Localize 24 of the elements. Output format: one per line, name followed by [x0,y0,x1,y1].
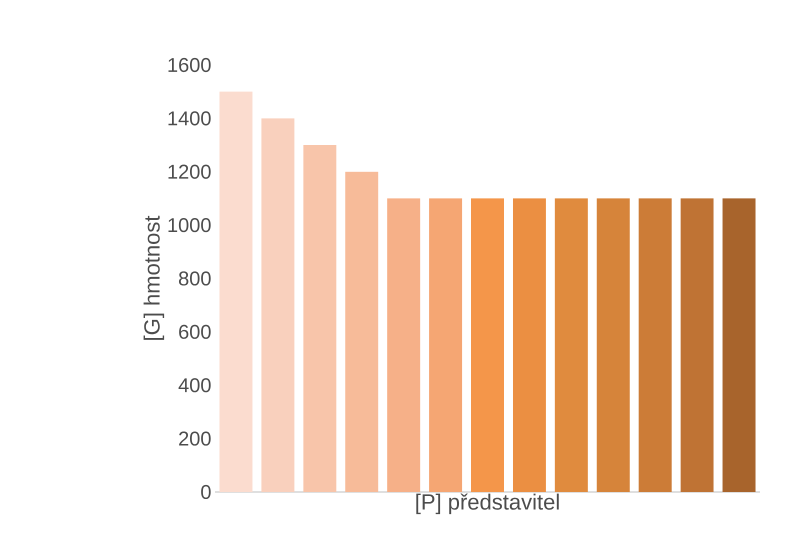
bar [512,198,546,492]
y-tick-label: 400 [178,378,211,392]
y-tick-label: 0 [201,484,211,500]
bar [261,118,294,492]
bar [345,172,378,492]
y-tick-label: 1200 [168,164,211,179]
y-tick-label: 800 [178,271,211,286]
bar [303,145,336,492]
bar [429,198,462,492]
bar [387,198,420,492]
y-tick-label: 600 [179,324,211,339]
y-tick-label: 1600 [168,58,211,72]
y-axis-title: [G] hmotnost [144,216,164,340]
bar [722,198,756,492]
bar [596,198,630,492]
bar [680,198,714,492]
x-axis-title: [P] představitel [416,494,559,514]
bar [471,198,504,492]
bar [554,198,588,492]
bar [638,198,672,492]
y-tick-label: 200 [179,432,211,446]
y-tick-label: 1400 [168,111,211,126]
bar [219,92,252,492]
y-tick-label: 1000 [168,218,211,232]
